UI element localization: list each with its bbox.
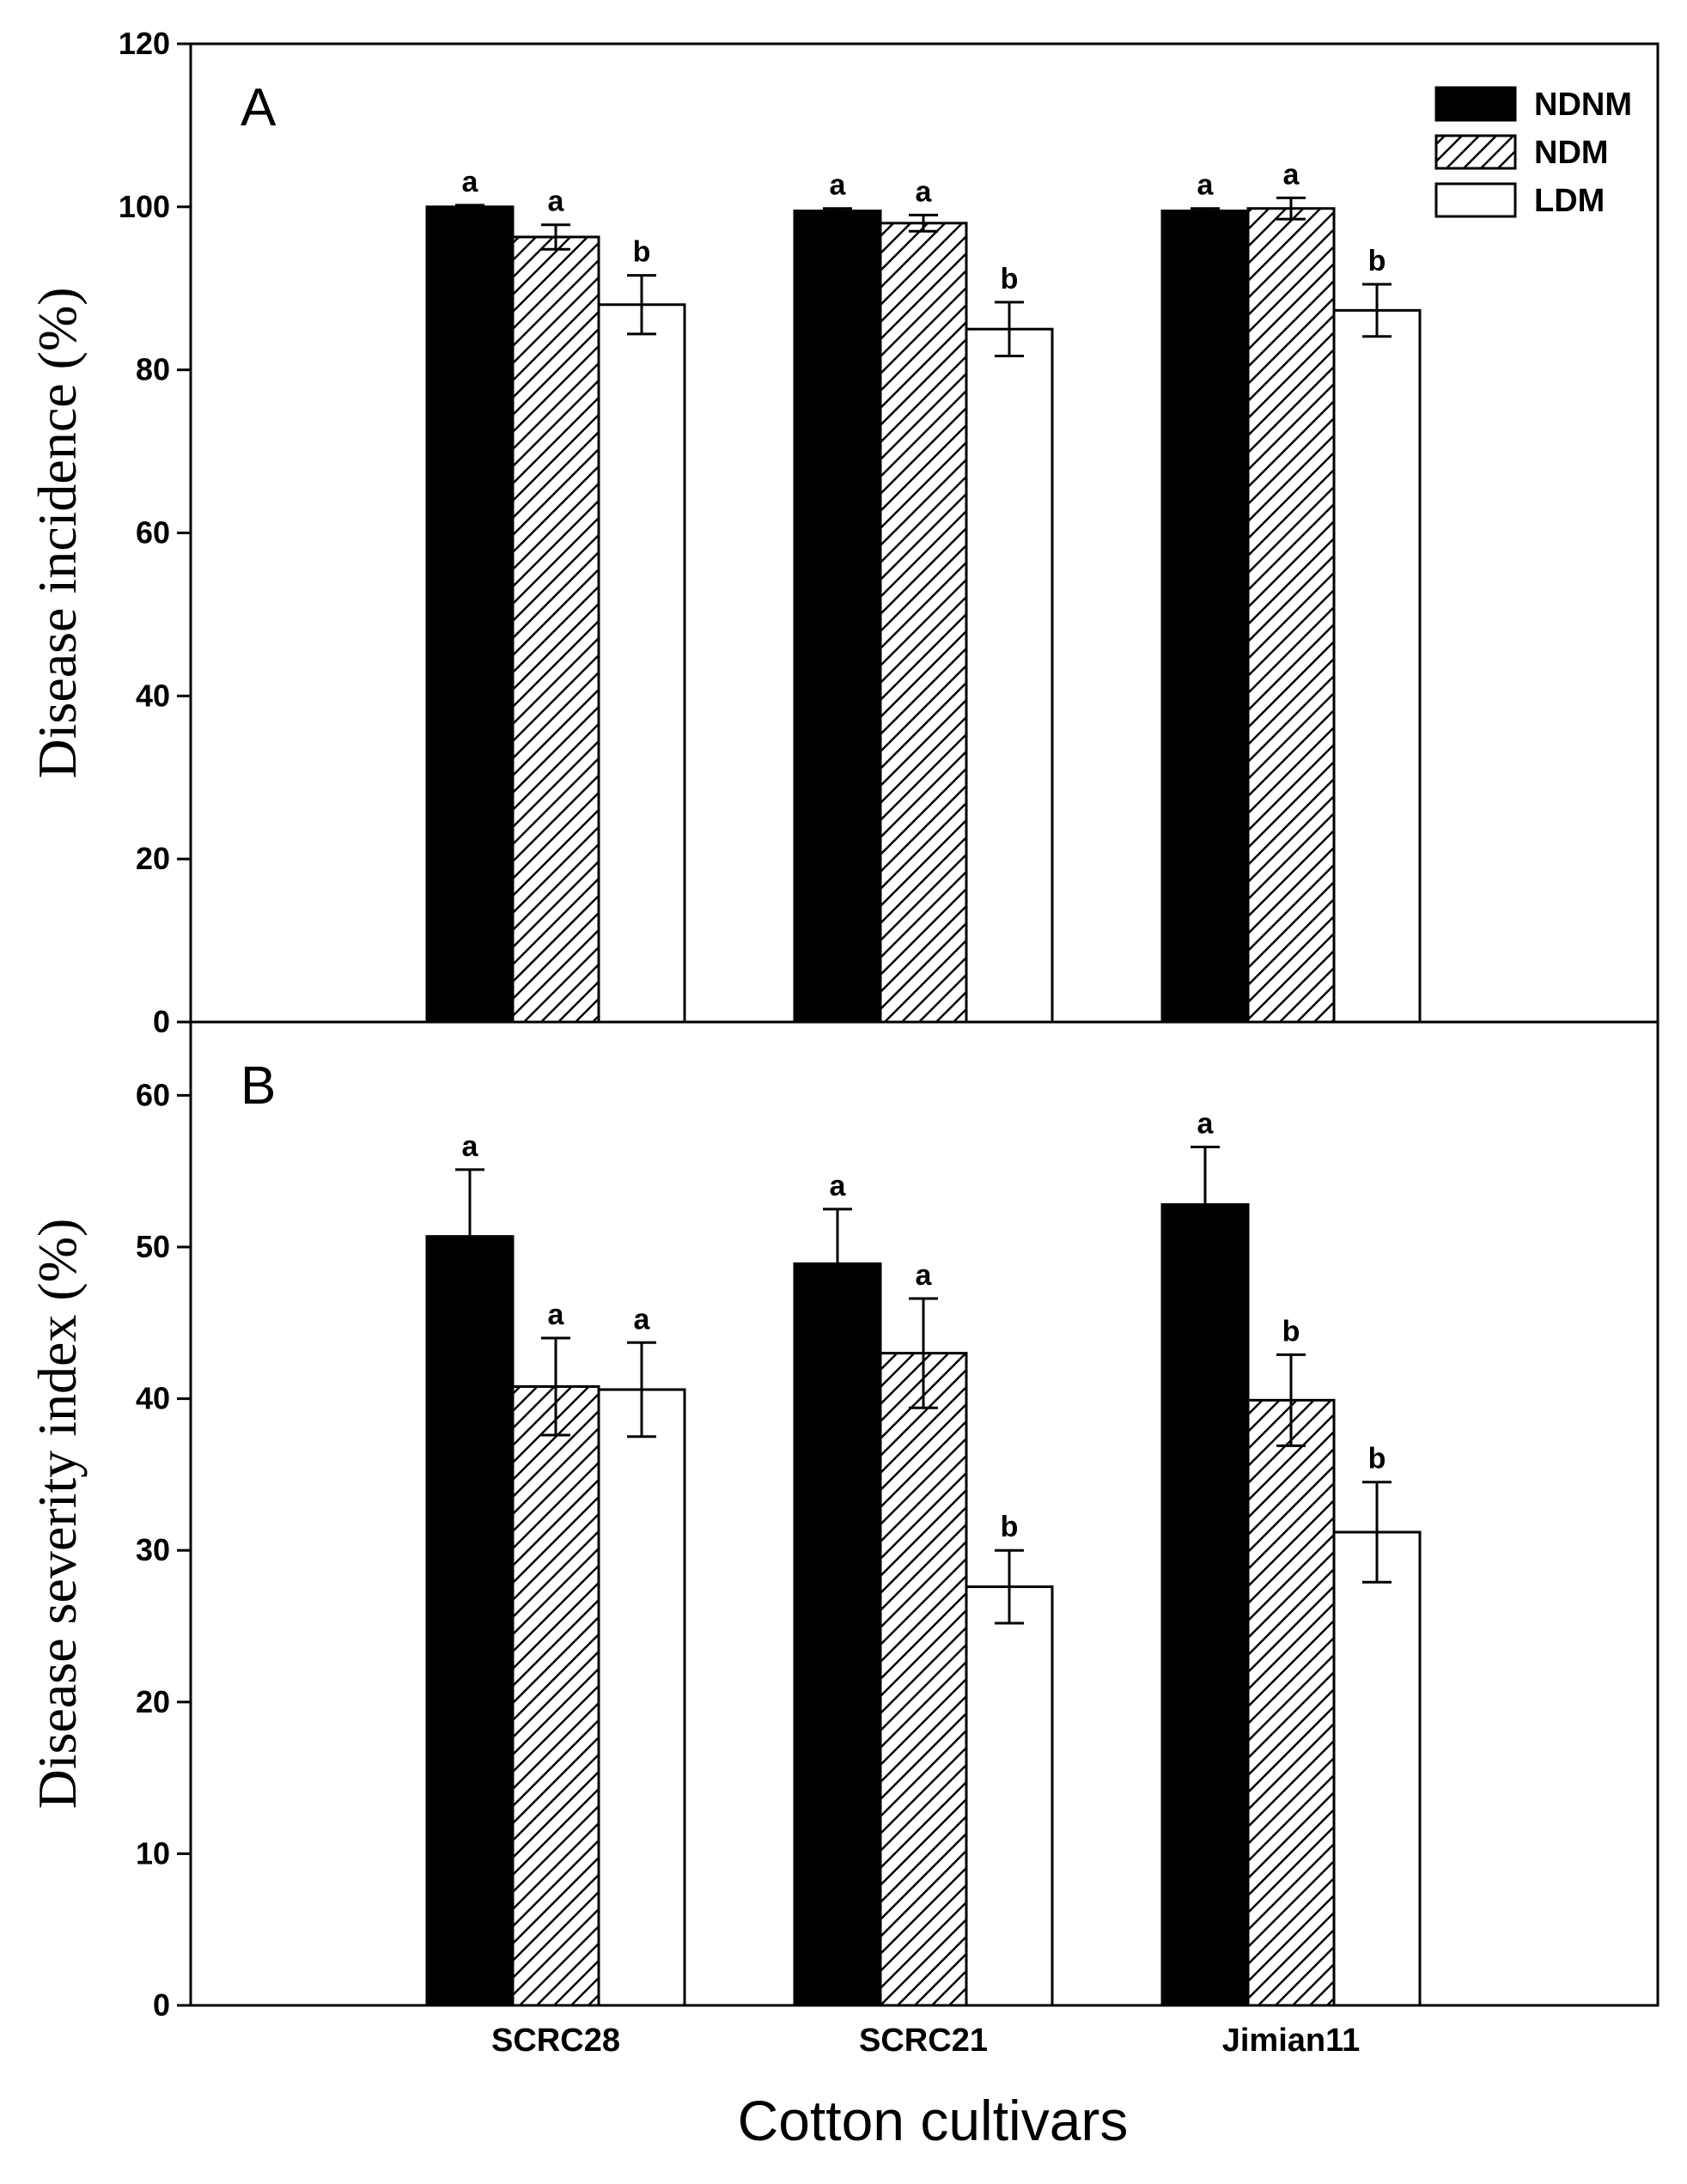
bar-A-ndnm-scrc28: [425, 205, 515, 1024]
significance-letter: a: [916, 175, 933, 208]
bar-A-ldm-scrc21: [965, 327, 1054, 1024]
bar-A-ndm-jimian11: [1246, 207, 1336, 1024]
panel-A-ytick-label: 0: [153, 1004, 170, 1039]
bar-A-ndnm-jimian11: [1160, 210, 1250, 1024]
bar-B-ldm-jimian11: [1332, 1530, 1422, 2007]
bar-B-ndnm-scrc28: [425, 1235, 515, 2007]
bar-B-ndm-scrc28: [511, 1384, 600, 2007]
significance-letter: a: [1197, 1107, 1215, 1140]
legend-label-ndnm: NDNM: [1534, 87, 1632, 123]
panel-B-ytick-label: 40: [136, 1381, 170, 1416]
significance-letter: b: [1368, 245, 1386, 277]
significance-letter: a: [462, 1130, 479, 1163]
x-category-label: SCRC21: [859, 2023, 988, 2059]
panel-B-ytick-label: 10: [136, 1835, 170, 1871]
bar-B-ndm-scrc21: [879, 1352, 968, 2007]
bar-A-ldm-scrc28: [597, 303, 686, 1024]
significance-letter: a: [1283, 158, 1300, 191]
panel-A-ytick-label: 100: [119, 189, 170, 224]
significance-letter: a: [462, 166, 479, 198]
panel-A-label: A: [241, 78, 277, 137]
legend-label-ldm: LDM: [1534, 183, 1605, 219]
legend-label-ndm: NDM: [1534, 135, 1609, 171]
panel-A-ylabel: Disease incidence (%): [27, 287, 88, 778]
x-category-label: SCRC28: [491, 2023, 620, 2059]
panel-B-ytick-label: 50: [136, 1229, 170, 1264]
significance-letter: a: [916, 1259, 933, 1292]
significance-letter: b: [1001, 263, 1019, 295]
bar-A-ndnm-scrc21: [793, 210, 882, 1024]
panel-A-ytick-label: 120: [119, 26, 170, 61]
significance-letter: b: [1282, 1315, 1300, 1348]
panel-A-ytick-label: 40: [136, 678, 170, 713]
significance-letter: a: [548, 1299, 565, 1331]
panel-A-ytick-label: 60: [136, 515, 170, 551]
x-axis-title: Cotton cultivars: [738, 2089, 1129, 2152]
panel-B-label: B: [241, 1056, 276, 1116]
legend-swatch-ndm: [1434, 134, 1517, 170]
panel-B-ytick-label: 20: [136, 1684, 170, 1719]
panel-B-ylabel: Disease severity index (%): [27, 1219, 88, 1810]
panel-B-ytick-label: 0: [153, 1987, 170, 2023]
significance-letter: b: [1368, 1443, 1386, 1475]
significance-letter: a: [1197, 169, 1215, 202]
bar-B-ndnm-jimian11: [1160, 1203, 1250, 2007]
significance-letter: b: [633, 236, 651, 269]
bar-A-ndm-scrc28: [511, 235, 600, 1024]
panel-B-ytick-label: 60: [136, 1077, 170, 1112]
significance-letter: a: [634, 1303, 651, 1335]
bar-B-ndnm-scrc21: [793, 1262, 882, 2007]
x-category-label: Jimian11: [1222, 2023, 1361, 2059]
panel-A-ytick-label: 20: [136, 841, 170, 876]
bar-A-ndm-scrc21: [879, 222, 968, 1024]
panel-B-ytick-label: 30: [136, 1532, 170, 1567]
bar-A-ldm-jimian11: [1332, 308, 1422, 1024]
bar-B-ldm-scrc28: [597, 1388, 686, 2007]
significance-letter: a: [548, 186, 565, 218]
bar-B-ndm-jimian11: [1246, 1398, 1336, 2007]
panel-A-ytick-label: 80: [136, 352, 170, 387]
bar-B-ldm-scrc21: [965, 1585, 1054, 2007]
significance-letter: a: [830, 1170, 847, 1202]
significance-letter: b: [1001, 1511, 1019, 1543]
legend-swatch-ndnm: [1434, 86, 1517, 122]
legend-swatch-ldm: [1434, 182, 1517, 218]
significance-letter: a: [830, 169, 847, 202]
